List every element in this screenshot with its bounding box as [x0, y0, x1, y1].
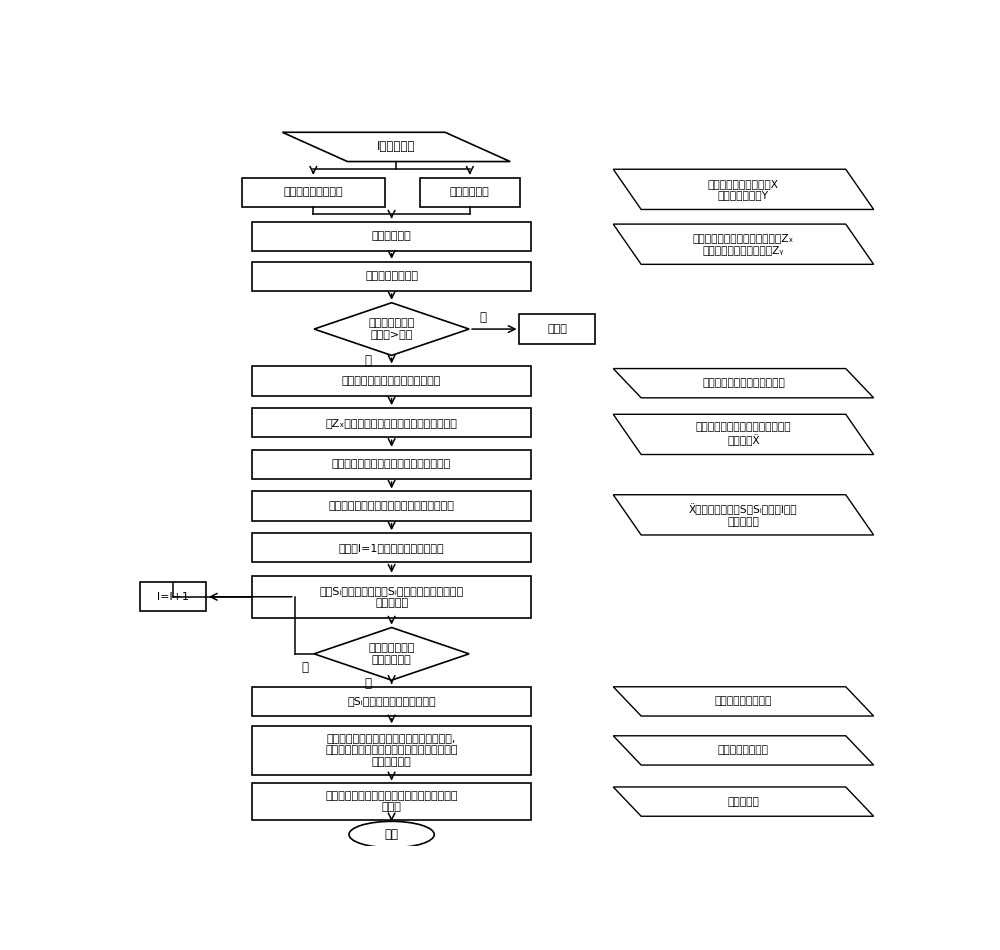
Polygon shape [613, 687, 874, 716]
Text: 联合盲源分离: 联合盲源分离 [372, 231, 411, 241]
Text: l=l+1: l=l+1 [157, 592, 189, 601]
Text: 设定相关系数阈值: 设定相关系数阈值 [365, 272, 418, 281]
Text: 面部感兴趣区域提取: 面部感兴趣区域提取 [284, 187, 343, 198]
Polygon shape [613, 736, 874, 765]
Text: 是: 是 [365, 677, 372, 690]
FancyBboxPatch shape [252, 533, 531, 562]
FancyBboxPatch shape [242, 178, 385, 207]
Text: 频率分量在感兴
趣心率范围内: 频率分量在感兴 趣心率范围内 [368, 643, 415, 665]
Text: 计算Sᵢ的频谱图，获取Sᵢ的频谱图最大幅值对应
的频率分量: 计算Sᵢ的频谱图，获取Sᵢ的频谱图最大幅值对应 的频率分量 [320, 586, 464, 608]
FancyBboxPatch shape [140, 582, 206, 612]
Text: 不包含环境光变化的面部感兴趣区
域数据集Ẍ: 不包含环境光变化的面部感兴趣区 域数据集Ẍ [696, 423, 791, 446]
FancyBboxPatch shape [252, 408, 531, 437]
Text: 将Sᵢ加入候选本征模式分量集: 将Sᵢ加入候选本征模式分量集 [347, 696, 436, 707]
FancyBboxPatch shape [252, 726, 531, 774]
Text: 计算每个候选本征模式频率分量的最大幅值,
选取幅值最大的对应的本征模式分量作为最佳
本征模式分量: 计算每个候选本征模式频率分量的最大幅值, 选取幅值最大的对应的本征模式分量作为最… [325, 733, 458, 767]
FancyBboxPatch shape [252, 221, 531, 251]
FancyBboxPatch shape [252, 576, 531, 618]
FancyBboxPatch shape [252, 262, 531, 291]
Text: 将Zₓ中环境光变化典型相关变量置零，重构: 将Zₓ中环境光变化典型相关变量置零，重构 [326, 418, 458, 428]
Text: 典型相关变量相
关系数>阈值: 典型相关变量相 关系数>阈值 [368, 318, 415, 340]
Text: 环境光变化的典型相关变量集: 环境光变化的典型相关变量集 [702, 378, 785, 389]
Text: 初始化l=1，设定感兴趣心率范围: 初始化l=1，设定感兴趣心率范围 [339, 542, 444, 553]
FancyBboxPatch shape [252, 784, 531, 820]
FancyBboxPatch shape [420, 178, 520, 207]
Polygon shape [314, 628, 469, 680]
Text: 视频心率值: 视频心率值 [728, 797, 759, 807]
Text: 选取最佳颜色通道的面部感兴趣区域数据: 选取最佳颜色通道的面部感兴趣区域数据 [332, 460, 451, 469]
FancyBboxPatch shape [252, 367, 531, 395]
FancyBboxPatch shape [519, 314, 595, 344]
Text: 最佳本征模式分量做峰值检测获取视频心率检
测结果: 最佳本征模式分量做峰值检测获取视频心率检 测结果 [325, 790, 458, 812]
Polygon shape [613, 369, 874, 398]
Polygon shape [613, 224, 874, 264]
Polygon shape [613, 495, 874, 535]
FancyBboxPatch shape [252, 449, 531, 479]
Text: 不处理: 不处理 [548, 324, 567, 334]
Text: 结束: 结束 [385, 828, 399, 841]
Polygon shape [613, 169, 874, 209]
Text: 面部感兴趣区域典型相关变量集Zₓ
背景区域典型相关变量集Zᵧ: 面部感兴趣区域典型相关变量集Zₓ 背景区域典型相关变量集Zᵧ [693, 234, 794, 255]
Text: 否: 否 [480, 311, 487, 324]
Polygon shape [613, 787, 874, 816]
Text: 是: 是 [365, 354, 372, 368]
FancyBboxPatch shape [252, 687, 531, 716]
Polygon shape [314, 303, 469, 355]
Text: 面部感兴趣区域数据集X
背景区域数据集Y: 面部感兴趣区域数据集X 背景区域数据集Y [708, 179, 779, 200]
Text: 加入环境光变化的典型相关变量集: 加入环境光变化的典型相关变量集 [342, 376, 441, 386]
Polygon shape [282, 132, 510, 162]
Text: 最佳本征模式分量: 最佳本征模式分量 [718, 746, 769, 755]
Text: 总体平均经验模态分解法获取本征模式分量: 总体平均经验模态分解法获取本征模式分量 [329, 501, 455, 511]
FancyBboxPatch shape [252, 491, 531, 521]
Ellipse shape [349, 822, 434, 847]
Text: 背景区域提取: 背景区域提取 [450, 187, 490, 198]
Text: 否: 否 [301, 660, 308, 674]
Text: Ẍ的本征模式分量S，Sᵢ表示第l个本
征模式分量: Ẍ的本征模式分量S，Sᵢ表示第l个本 征模式分量 [689, 504, 798, 526]
Text: 候选本征模式分量集: 候选本征模式分量集 [715, 696, 772, 707]
Text: I帧视频图像: I帧视频图像 [377, 141, 415, 153]
Polygon shape [613, 414, 874, 454]
